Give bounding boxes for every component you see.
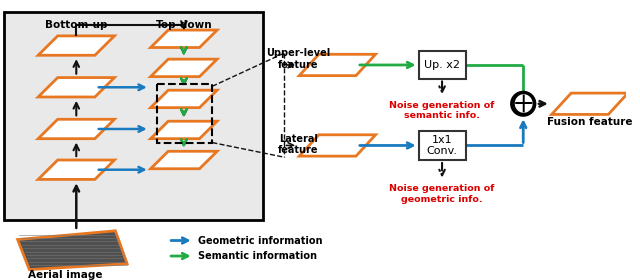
Polygon shape bbox=[150, 59, 217, 77]
Text: Noise generation of
geometric info.: Noise generation of geometric info. bbox=[389, 184, 495, 204]
Text: Lateral
feature: Lateral feature bbox=[278, 134, 319, 155]
FancyBboxPatch shape bbox=[419, 52, 465, 79]
Polygon shape bbox=[150, 90, 217, 108]
Text: 1x1
Conv.: 1x1 Conv. bbox=[426, 135, 458, 156]
FancyBboxPatch shape bbox=[419, 131, 465, 160]
Text: $\bigoplus$: $\bigoplus$ bbox=[511, 90, 536, 117]
Text: Fusion feature: Fusion feature bbox=[547, 117, 632, 127]
Text: Up. x2: Up. x2 bbox=[424, 60, 460, 70]
Text: Semantic information: Semantic information bbox=[198, 251, 317, 261]
Polygon shape bbox=[38, 78, 115, 97]
Text: Top-down: Top-down bbox=[156, 20, 212, 30]
Polygon shape bbox=[150, 151, 217, 169]
Polygon shape bbox=[300, 135, 376, 156]
Text: Geometric information: Geometric information bbox=[198, 235, 322, 246]
FancyBboxPatch shape bbox=[4, 12, 263, 220]
Text: Upper-level
feature: Upper-level feature bbox=[266, 48, 330, 70]
Text: Noise generation of
semantic info.: Noise generation of semantic info. bbox=[389, 101, 495, 120]
Text: Aerial image: Aerial image bbox=[28, 270, 103, 280]
Polygon shape bbox=[38, 160, 115, 179]
Polygon shape bbox=[18, 231, 127, 270]
Polygon shape bbox=[300, 54, 376, 76]
Polygon shape bbox=[150, 30, 217, 48]
Polygon shape bbox=[38, 36, 115, 55]
Polygon shape bbox=[552, 93, 628, 115]
Polygon shape bbox=[150, 121, 217, 139]
Polygon shape bbox=[38, 119, 115, 139]
Text: Bottom-up: Bottom-up bbox=[45, 20, 108, 30]
Circle shape bbox=[511, 92, 535, 115]
